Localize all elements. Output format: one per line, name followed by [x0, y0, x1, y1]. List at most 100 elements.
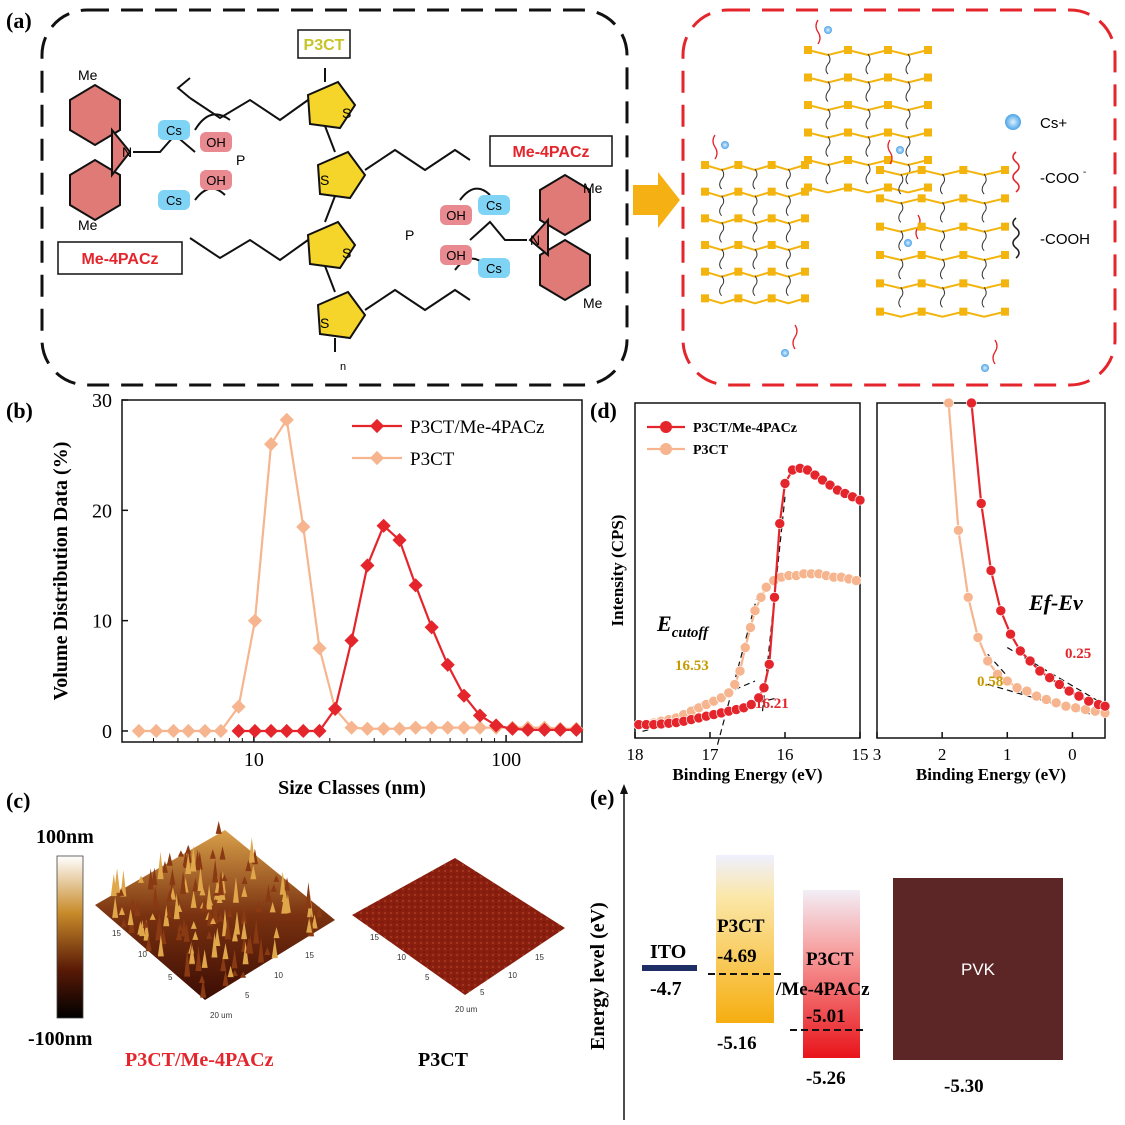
data-point [520, 722, 535, 737]
afm-peak [147, 868, 154, 890]
cooh-chain [752, 275, 758, 297]
data-point [472, 708, 488, 723]
x-tick-label: 1 [1003, 745, 1012, 764]
afm-peak [241, 885, 248, 897]
thiophene-unit [801, 161, 809, 169]
backbone-row [807, 186, 929, 194]
afm-peak [217, 870, 224, 896]
afm-peak [200, 977, 207, 998]
afm-peak [231, 927, 238, 942]
coo-legend-label: -COO [1040, 170, 1079, 187]
backbone-row [704, 243, 806, 252]
s-atom: S [320, 172, 329, 188]
afm-peak [149, 913, 156, 920]
p3ct-label: P3CT [304, 37, 345, 54]
y-axis-label: Intensity (CPS) [608, 515, 627, 627]
cs-badges: Cs Cs Cs Cs OH OH OH OH P P Me Me Me Me … [78, 67, 603, 373]
backbone-row [807, 103, 929, 112]
cooh-legend-marker [1012, 217, 1020, 259]
svg-text:10: 10 [508, 971, 517, 980]
afm-peak [118, 888, 125, 896]
afm-peak [279, 871, 286, 895]
data-point [1054, 679, 1065, 690]
data-point [854, 494, 866, 506]
cs-ion-legend-marker [1005, 114, 1021, 130]
thiophene-unit [924, 156, 932, 164]
data-point [1070, 702, 1081, 714]
cooh-chain [905, 136, 911, 157]
cs-text: Cs [166, 123, 182, 138]
afm-peak [177, 922, 184, 932]
series-line [238, 523, 577, 733]
data-point [995, 605, 1007, 617]
molecule-structure [69, 68, 591, 352]
thiophene-unit [1001, 222, 1009, 231]
cs-badge [478, 258, 510, 278]
cooh-chain [785, 248, 791, 270]
afm-peak [194, 849, 201, 871]
cs-text: Cs [166, 193, 182, 208]
backbone-row [879, 310, 1006, 318]
process-arrow [633, 172, 680, 228]
afm-peak [241, 920, 248, 940]
p3ct-name: P3CT [717, 916, 765, 937]
panel-label-b: (b) [6, 398, 33, 423]
legend-label: P3CT [410, 449, 455, 470]
thiophene-unit [801, 294, 809, 303]
svg-text:10: 10 [397, 953, 406, 962]
afm-peak [157, 934, 164, 957]
pvk-name: PVK [961, 960, 996, 979]
cooh-chain [785, 195, 791, 217]
thiophene-unit [801, 214, 809, 223]
efev-value-red: 0.25 [1065, 646, 1091, 662]
pvk-bottom-value: -5.30 [944, 1076, 984, 1097]
oh-text: OH [206, 135, 226, 150]
backbone-row [807, 131, 929, 139]
afm-peak [265, 884, 272, 903]
cooh-chain [865, 136, 871, 157]
thiophene-unit [959, 279, 968, 288]
afm-peak [270, 884, 277, 892]
afm-peak [160, 928, 167, 945]
panel-label-c: (c) [6, 788, 30, 813]
backbone-row [807, 76, 929, 84]
data-point [774, 518, 786, 529]
thiophene-unit [876, 279, 884, 288]
oh-text: OH [206, 173, 226, 188]
cooh-chain [898, 287, 904, 308]
data-point [279, 723, 294, 739]
data-point [755, 591, 767, 603]
data-point [1041, 694, 1052, 705]
thiophene-unit [917, 222, 926, 231]
afm-peak [185, 852, 192, 874]
p3ct-label-box [297, 29, 351, 59]
thiophene-unit [917, 251, 926, 259]
afm-peak [233, 911, 240, 935]
afm-peak [161, 860, 168, 873]
cooh-chain [981, 202, 987, 223]
afm-peak [152, 885, 159, 908]
p3ct-bottom-value: -5.16 [717, 1033, 757, 1054]
thiophene-unit [804, 46, 812, 54]
thiophene-unit [917, 307, 926, 316]
data-point [456, 720, 472, 735]
coo-chain [887, 139, 893, 165]
oh-badge [440, 245, 472, 265]
x-axis-label: Binding Energy (eV) [916, 765, 1066, 784]
cs-ion-legend-label: Cs+ [1040, 115, 1067, 132]
data-point [953, 524, 964, 536]
afm-peak [190, 889, 197, 908]
x-tick-label: 0 [1068, 745, 1077, 764]
y-tick-label: 0 [102, 721, 112, 743]
afm-peak [245, 937, 252, 954]
me4pacz-label-box-left [57, 241, 183, 275]
cooh-chain [898, 230, 904, 252]
data-point [472, 720, 488, 735]
data-point [1015, 645, 1026, 657]
afm-peak [138, 875, 145, 883]
series-line [947, 402, 1106, 714]
cs-ion [781, 349, 789, 357]
cs-badge [158, 120, 190, 140]
backbone-row [704, 190, 806, 198]
afm-peak [206, 884, 213, 910]
